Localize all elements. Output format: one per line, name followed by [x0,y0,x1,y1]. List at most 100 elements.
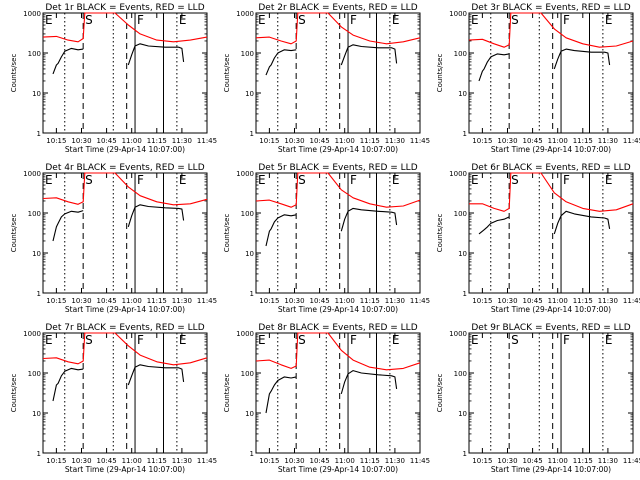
plot-frame [255,332,421,454]
x-tick-label: 11:30 [172,137,192,145]
events-rate-line [478,210,611,235]
plot-frame [42,332,208,454]
x-tick-label: 11:30 [172,297,192,305]
x-tick-label: 11:00 [548,297,568,305]
y-tick-label: 100 [454,370,467,378]
x-tick-label: 11:30 [598,457,618,465]
x-tick-label: 10:15 [46,457,66,465]
chart-title: Det 3r BLACK = Events, RED = LLD [471,3,630,13]
y-tick-label: 1000 [449,330,467,338]
x-tick-label: 11:30 [598,297,618,305]
event-marker-label: F [563,173,570,187]
x-tick-label: 11:45 [197,137,217,145]
lld-rate-line [255,12,421,45]
plot-frame [255,172,421,294]
x-tick-label: 10:30 [497,137,517,145]
event-marker-label: S [511,13,519,27]
y-tick-label: 10 [458,90,467,98]
x-axis-label: Start Time (29-Apr-14 10:07:00) [278,145,398,154]
x-tick-label: 10:15 [472,457,492,465]
lld-rate-line [255,332,421,371]
chart-panel: Det 6r BLACK = Events, RED = LLD 1 10 100 10… [436,163,640,314]
events-rate-line [52,204,185,242]
chart-title: Det 9r BLACK = Events, RED = LLD [471,323,630,333]
chart-panel: Det 1r BLACK = Events, RED = LLD 1 10 100 10… [10,3,217,154]
event-marker-label: E [471,333,479,347]
y-tick-label: 1000 [449,10,467,18]
chart-title: Det 5r BLACK = Events, RED = LLD [258,163,417,173]
events-rate-line [265,44,398,76]
y-tick-label: 1 [37,450,41,458]
event-marker-label: S [85,173,93,187]
event-marker-label: E [605,333,613,347]
event-marker-label: F [137,13,144,27]
y-tick-label: 1000 [23,10,41,18]
event-marker-label: F [350,13,357,27]
chart-panel: Det 2r BLACK = Events, RED = LLD 1 10 100 10… [223,3,430,154]
event-marker-label: E [605,13,613,27]
event-marker-label: E [45,333,53,347]
event-marker-label: E [45,173,53,187]
events-rate-line [265,370,398,414]
events-rate-line [478,48,611,82]
y-axis-label: Counts/sec [223,214,231,253]
x-tick-label: 10:30 [284,137,304,145]
x-tick-label: 11:45 [410,297,430,305]
events-rate-line [52,43,185,75]
y-axis-label: Counts/sec [10,374,18,413]
x-tick-label: 11:45 [623,137,640,145]
x-tick-label: 11:00 [122,297,142,305]
chart-panel: Det 9r BLACK = Events, RED = LLD 1 10 100 10… [436,323,640,474]
y-axis-label: Counts/sec [10,214,18,253]
event-marker-label: F [563,333,570,347]
event-marker-label: E [179,333,187,347]
x-axis-label: Start Time (29-Apr-14 10:07:00) [491,305,611,314]
chart-title: Det 7r BLACK = Events, RED = LLD [45,323,204,333]
event-marker-label: E [471,13,479,27]
y-axis-label: Counts/sec [436,214,444,253]
chart-panel: Det 8r BLACK = Events, RED = LLD 1 10 100 10… [223,323,430,474]
chart-panel: Det 5r BLACK = Events, RED = LLD 1 10 100 10… [223,163,430,314]
x-tick-label: 11:30 [172,457,192,465]
event-marker-label: F [137,333,144,347]
y-tick-label: 100 [28,50,41,58]
event-marker-label: E [45,13,53,27]
y-tick-label: 1 [463,450,467,458]
y-tick-label: 10 [32,410,41,418]
y-tick-label: 1 [463,130,467,138]
y-tick-label: 1 [250,450,254,458]
y-tick-label: 1 [250,290,254,298]
x-axis-label: Start Time (29-Apr-14 10:07:00) [278,305,398,314]
y-axis-label: Counts/sec [10,54,18,93]
x-tick-label: 11:15 [573,137,593,145]
x-tick-label: 11:00 [548,137,568,145]
plot-frame [42,12,208,134]
x-tick-label: 11:00 [335,457,355,465]
event-marker-label: E [258,333,266,347]
plot-frame [468,12,634,134]
x-axis-label: Start Time (29-Apr-14 10:07:00) [278,465,398,474]
x-tick-label: 11:45 [623,457,640,465]
x-tick-label: 10:30 [71,457,91,465]
x-tick-label: 10:45 [522,137,542,145]
y-tick-label: 100 [241,210,254,218]
x-tick-label: 11:15 [360,457,380,465]
x-tick-label: 11:15 [360,137,380,145]
x-tick-label: 10:30 [497,457,517,465]
x-axis-label: Start Time (29-Apr-14 10:07:00) [65,145,185,154]
x-tick-label: 11:30 [598,137,618,145]
lld-rate-line [42,172,208,206]
x-tick-label: 11:15 [573,297,593,305]
event-marker-label: E [392,13,400,27]
chart-title: Det 8r BLACK = Events, RED = LLD [258,323,417,333]
x-tick-label: 10:45 [309,137,329,145]
x-tick-label: 10:45 [96,137,116,145]
x-tick-label: 10:45 [96,457,116,465]
plot-frame [42,172,208,294]
lld-rate-line [42,332,208,366]
x-tick-label: 10:15 [472,297,492,305]
x-tick-label: 10:15 [259,297,279,305]
x-tick-label: 11:45 [623,297,640,305]
x-tick-label: 10:15 [46,137,66,145]
